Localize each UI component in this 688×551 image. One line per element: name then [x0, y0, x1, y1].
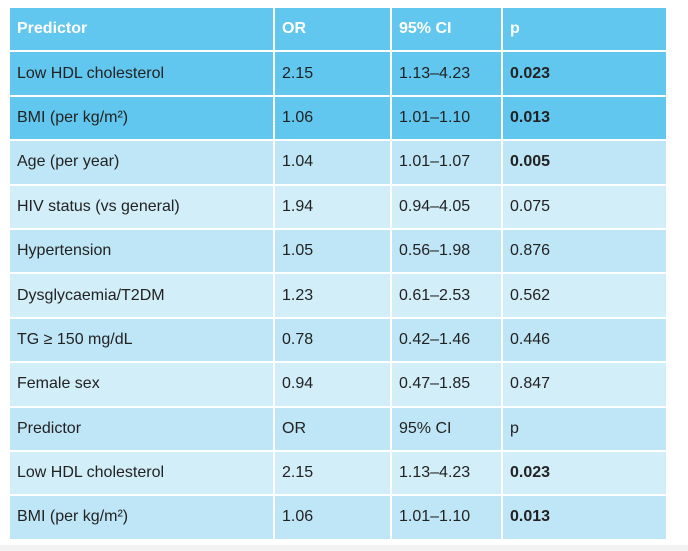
cell-p: 0.005 [503, 141, 666, 186]
cell-predictor: BMI (per kg/m²) [10, 96, 275, 142]
results-table-container: Predictor OR 95% CI p Low HDL cholestero… [10, 8, 666, 541]
cell-ci: 1.01–1.10 [392, 496, 503, 541]
cell-p: 0.013 [503, 496, 666, 541]
cell-or: 1.04 [275, 141, 392, 186]
cell-p: 0.446 [503, 318, 666, 364]
cell-p: 0.023 [503, 52, 666, 97]
cell-predictor: Age (per year) [10, 141, 275, 186]
cell-p: 0.876 [503, 229, 666, 275]
cell-predictor: Dysglycaemia/T2DM [10, 274, 275, 319]
table-row: Low HDL cholesterol 2.15 1.13–4.23 0.023 [10, 451, 666, 497]
cell-or: 0.78 [275, 318, 392, 364]
table-row: Dysglycaemia/T2DM 1.23 0.61–2.53 0.562 [10, 274, 666, 319]
cell-or: 1.94 [275, 185, 392, 230]
cell-predictor: Low HDL cholesterol [10, 52, 275, 97]
cell-or: 1.23 [275, 274, 392, 319]
cell-or: OR [275, 407, 392, 452]
table-body: Low HDL cholesterol 2.15 1.13–4.23 0.023 BMI… [10, 52, 666, 541]
table-row: Low HDL cholesterol 2.15 1.13–4.23 0.023 [10, 52, 666, 97]
cell-ci: 1.01–1.07 [392, 141, 503, 186]
cell-or: 0.94 [275, 363, 392, 408]
cell-or: 1.05 [275, 229, 392, 275]
cell-ci: 0.42–1.46 [392, 318, 503, 364]
table-row: Age (per year) 1.04 1.01–1.07 0.005 [10, 141, 666, 186]
cell-ci: 0.61–2.53 [392, 274, 503, 319]
cell-ci: 1.01–1.10 [392, 96, 503, 142]
cell-p: 0.847 [503, 363, 666, 408]
table-row: TG ≥ 150 mg/dL 0.78 0.42–1.46 0.446 [10, 318, 666, 364]
header-or: OR [275, 8, 392, 53]
cell-or: 2.15 [275, 52, 392, 97]
header-p: p [503, 8, 666, 53]
bottom-strip [0, 545, 688, 551]
cell-predictor: Hypertension [10, 229, 275, 275]
cell-p: 0.562 [503, 274, 666, 319]
table-row: Female sex 0.94 0.47–1.85 0.847 [10, 363, 666, 408]
table-row: Predictor OR 95% CI p [10, 407, 666, 452]
cell-predictor: Low HDL cholesterol [10, 451, 275, 497]
cell-predictor: TG ≥ 150 mg/dL [10, 318, 275, 364]
cell-p: 0.075 [503, 185, 666, 230]
table-row: HIV status (vs general) 1.94 0.94–4.05 0.07… [10, 185, 666, 230]
odds-ratio-table: Predictor OR 95% CI p Low HDL cholestero… [10, 8, 666, 541]
table-row: BMI (per kg/m²) 1.06 1.01–1.10 0.013 [10, 496, 666, 541]
cell-ci: 95% CI [392, 407, 503, 452]
cell-predictor: HIV status (vs general) [10, 185, 275, 230]
cell-ci: 0.47–1.85 [392, 363, 503, 408]
cell-or: 2.15 [275, 451, 392, 497]
cell-p: p [503, 407, 666, 452]
cell-p: 0.023 [503, 451, 666, 497]
header-predictor: Predictor [10, 8, 275, 53]
cell-ci: 0.94–4.05 [392, 185, 503, 230]
cell-predictor: BMI (per kg/m²) [10, 496, 275, 541]
table-row: BMI (per kg/m²) 1.06 1.01–1.10 0.013 [10, 96, 666, 142]
table-row: Hypertension 1.05 0.56–1.98 0.876 [10, 229, 666, 275]
cell-predictor: Predictor [10, 407, 275, 452]
cell-ci: 0.56–1.98 [392, 229, 503, 275]
table-header-row: Predictor OR 95% CI p [10, 8, 666, 53]
cell-or: 1.06 [275, 96, 392, 142]
cell-ci: 1.13–4.23 [392, 451, 503, 497]
cell-p: 0.013 [503, 96, 666, 142]
cell-or: 1.06 [275, 496, 392, 541]
cell-predictor: Female sex [10, 363, 275, 408]
header-ci: 95% CI [392, 8, 503, 53]
cell-ci: 1.13–4.23 [392, 52, 503, 97]
